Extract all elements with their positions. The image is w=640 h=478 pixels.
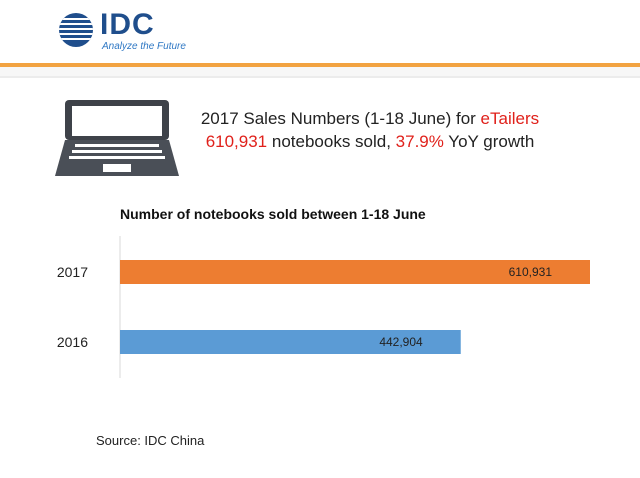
headline-etailers: eTailers [480, 109, 540, 128]
headline-count: 610,931 [205, 132, 268, 151]
category-label-2017: 2017 [57, 264, 88, 280]
category-label-2016: 2016 [57, 334, 88, 350]
value-label-2017: 610,931 [509, 265, 553, 279]
headline-suffix: YoY growth [443, 132, 535, 151]
value-label-2016: 442,904 [379, 335, 423, 349]
header-divider [0, 67, 640, 76]
headline-growth: 37.9% [395, 132, 444, 151]
logo-tagline: Analyze the Future [102, 41, 186, 52]
header-divider-shadow [0, 76, 640, 78]
source-note: Source: IDC China [96, 433, 205, 448]
headline-mid: notebooks sold, [267, 132, 396, 151]
headline-prefix: 2017 Sales Numbers (1-18 June) for [200, 109, 481, 128]
headline: 2017 Sales Numbers (1-18 June) for eTail… [180, 107, 560, 153]
headline-line-2: 610,931 notebooks sold, 37.9% YoY growth [180, 130, 560, 153]
bar-2016 [120, 330, 461, 354]
headline-line-1: 2017 Sales Numbers (1-18 June) for eTail… [180, 107, 560, 130]
header: IDC Analyze the Future [0, 0, 640, 62]
header-accent-stripe [0, 63, 640, 67]
idc-globe-icon [59, 13, 93, 47]
logo-wordmark: IDC [100, 8, 155, 41]
bar-2017 [120, 260, 590, 284]
chart-title: Number of notebooks sold between 1-18 Ju… [120, 206, 426, 222]
laptop-icon [55, 100, 179, 176]
